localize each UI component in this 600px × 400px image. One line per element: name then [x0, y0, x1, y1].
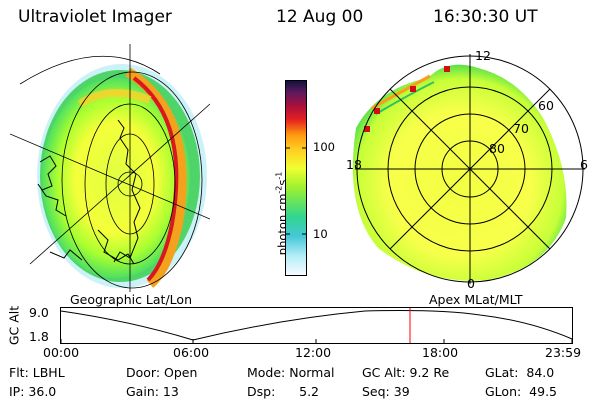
mlt-label-0: 0 [467, 276, 475, 291]
colorbar [285, 80, 307, 276]
info-gc-alt: GC Alt: 9.2 Re [362, 365, 450, 380]
mlt-label-6: 6 [580, 157, 588, 172]
colorbar-exp2: -1 [274, 171, 284, 180]
orbit-ytick-low: 1.8 [29, 329, 49, 344]
info-dsp: Dsp: 5.2 [247, 384, 320, 399]
mlat-label-70: 70 [513, 121, 529, 136]
colorbar-tick-100: 100 [313, 140, 335, 154]
instrument-title: Ultraviolet Imager [18, 7, 172, 27]
colorbar-tick-10: 10 [313, 227, 328, 241]
left-panel-caption: Geographic Lat/Lon [70, 292, 192, 307]
info-door: Door: Open [126, 365, 198, 380]
orbit-xtick-0600: 06:00 [173, 345, 210, 360]
orbit-ytick-high: 9.0 [29, 305, 49, 320]
orbit-xtick-1800: 18:00 [422, 345, 459, 360]
image-time: 16:30:30 UT [433, 7, 538, 27]
image-date: 12 Aug 00 [276, 7, 364, 27]
mlt-label-12: 12 [475, 48, 491, 63]
info-mode: Mode: Normal [247, 365, 335, 380]
info-seq: Seq: 39 [362, 384, 410, 399]
orbit-xtick-1200: 12:00 [295, 345, 332, 360]
info-filter: Flt: LBHL [9, 365, 65, 380]
geographic-auroral-image [10, 44, 210, 292]
orbit-altitude-plot [60, 307, 573, 344]
right-panel-caption: Apex MLat/MLT [429, 292, 523, 307]
polar-mlt-dial [352, 54, 585, 284]
info-glon: GLon: 49.5 [485, 384, 557, 399]
mlat-label-80: 80 [489, 141, 505, 156]
info-glat: GLat: 84.0 [485, 365, 555, 380]
mlat-label-60: 60 [538, 98, 554, 113]
info-ip: IP: 36.0 [9, 384, 57, 399]
orbit-xtick-0000: 00:00 [43, 345, 80, 360]
orbit-ylabel: GC Alt [6, 305, 22, 346]
colorbar-title: photon cm-2s-1 [262, 150, 290, 280]
mlt-label-18: 18 [346, 157, 362, 172]
info-gain: Gain: 13 [126, 384, 179, 399]
orbit-xtick-2359: 23:59 [545, 345, 582, 360]
colorbar-exp1: -2 [274, 185, 284, 194]
